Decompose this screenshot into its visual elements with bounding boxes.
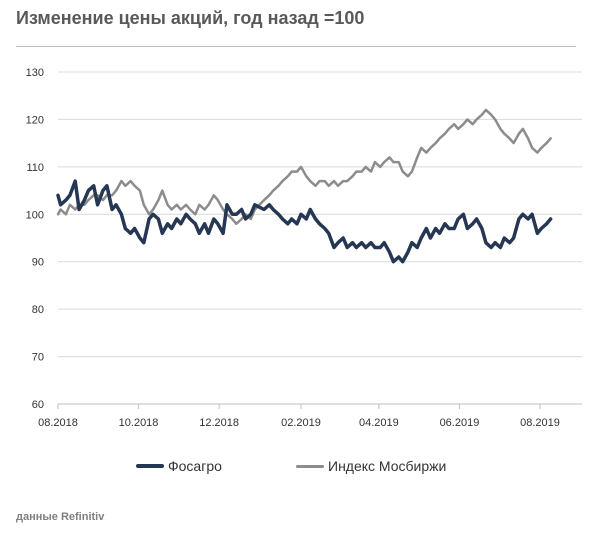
legend-swatch-phosagro [136,464,164,468]
y-tick-label-70: 70 [32,352,44,364]
x-tick-label-04.2019: 04.2019 [359,417,399,429]
x-tick-label-10.2018: 10.2018 [119,417,159,429]
legend-item-phosagro: Фосагро [136,458,222,474]
y-tick-label-100: 100 [26,209,44,221]
x-tick-label-06.2019: 06.2019 [440,417,480,429]
y-axis-ticks: 60 70 80 90 100 110 120 130 [26,67,44,411]
x-tick-label-08.2018: 08.2018 [38,417,78,429]
y-tick-label-60: 60 [32,399,44,411]
x-axis-ticks: 08.2018 10.2018 12.2018 02.2019 04.2019 06.20… [38,404,560,429]
series-lines [56,108,553,264]
grid-lines [58,71,582,358]
x-tick-label-08.2019: 08.2019 [520,417,560,429]
legend-label-phosagro: Фосагро [168,458,222,474]
legend-label-moex: Индекс Мосбиржи [328,458,447,474]
y-tick-label-130: 130 [26,67,44,79]
legend-item-moex: Индекс Мосбиржи [296,458,446,474]
legend-swatch-moex [296,464,324,468]
x-tick-label-12.2018: 12.2018 [199,417,239,429]
y-tick-label-120: 120 [26,114,44,126]
title-divider [16,46,576,47]
data-source-note: данные Refinitiv [16,511,105,523]
legend: Фосагро Индекс Мосбиржи [0,458,594,478]
series-line-phosagro [56,179,553,264]
chart-title: Изменение цены акций, год назад =100 [16,8,365,28]
y-tick-label-80: 80 [32,304,44,316]
x-tick-label-02.2019: 02.2019 [281,417,321,429]
series-line-moex [56,108,552,226]
y-tick-label-110: 110 [26,162,44,174]
y-tick-label-90: 90 [32,257,44,269]
